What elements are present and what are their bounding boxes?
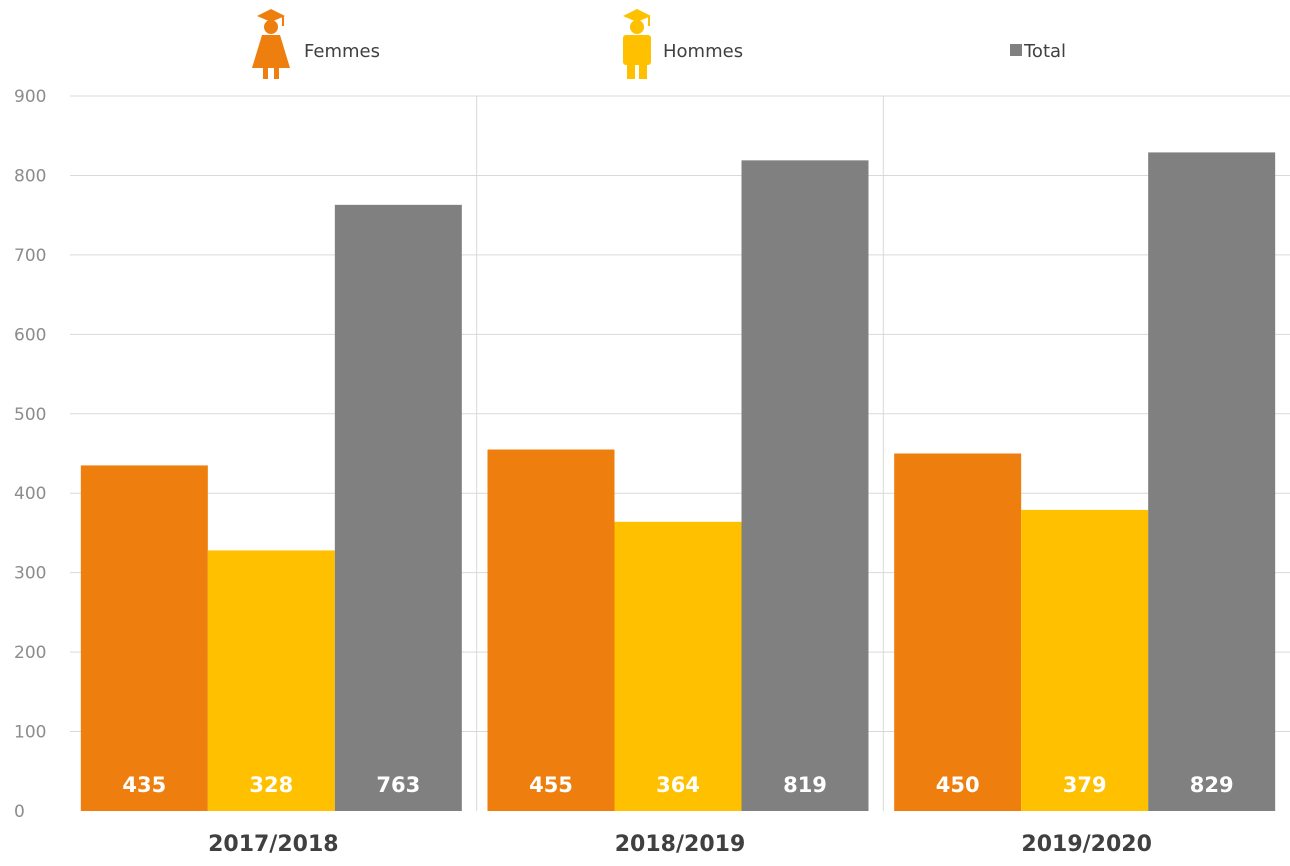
legend-label: Total: [1023, 41, 1066, 62]
data-label: 450: [936, 773, 980, 797]
bar-hommes-2017-2018: [207, 550, 335, 811]
legend-item-total: Total: [1010, 41, 1066, 62]
x-category-label: 2018/2019: [615, 832, 746, 857]
data-labels: 435 328 763 455 364 819 450 379 829: [122, 773, 1233, 797]
data-label: 328: [249, 773, 293, 797]
y-tick-label: 900: [14, 87, 46, 107]
data-label: 455: [529, 773, 573, 797]
legend: Femmes Hommes Total: [252, 9, 1066, 79]
y-tick-label: 500: [14, 405, 46, 425]
bars: [80, 152, 1276, 812]
data-label: 435: [122, 773, 166, 797]
bar-femmes-2018-2019: [487, 449, 615, 811]
y-axis-ticks: 0 100 200 300 400 500 600 700 800 900: [14, 87, 46, 822]
y-tick-label: 800: [14, 166, 46, 186]
bar-total-2017-2018: [334, 204, 462, 812]
data-label: 763: [376, 773, 420, 797]
y-tick-label: 600: [14, 325, 46, 345]
data-label: 364: [656, 773, 700, 797]
x-category-label: 2019/2020: [1021, 832, 1152, 857]
legend-item-femmes: Femmes: [252, 9, 380, 79]
graduate-woman-icon: [252, 9, 290, 79]
data-label: 819: [783, 773, 827, 797]
x-axis-categories: 2017/2018 2018/2019 2019/2020: [208, 832, 1152, 857]
y-tick-label: 100: [14, 723, 46, 743]
bar-hommes-2018-2019: [614, 521, 742, 811]
bar-femmes-2017-2018: [80, 465, 208, 811]
y-tick-label: 200: [14, 643, 46, 663]
category-separators: [476, 96, 884, 811]
legend-label: Hommes: [663, 41, 743, 62]
data-label: 379: [1063, 773, 1107, 797]
bar-total-2018-2019: [741, 160, 869, 812]
legend-label: Femmes: [304, 41, 380, 62]
data-label: 829: [1190, 773, 1234, 797]
legend-item-hommes: Hommes: [623, 9, 743, 79]
graduate-man-icon: [623, 9, 651, 79]
bar-femmes-2019-2020: [894, 453, 1022, 811]
bar-total-2019-2020: [1148, 152, 1276, 812]
y-tick-label: 300: [14, 564, 46, 584]
y-tick-label: 700: [14, 246, 46, 266]
y-tick-label: 400: [14, 484, 46, 504]
x-category-label: 2017/2018: [208, 832, 339, 857]
y-tick-label: 0: [14, 802, 25, 822]
legend-square-marker: [1010, 44, 1022, 56]
bar-hommes-2019-2020: [1021, 509, 1149, 811]
